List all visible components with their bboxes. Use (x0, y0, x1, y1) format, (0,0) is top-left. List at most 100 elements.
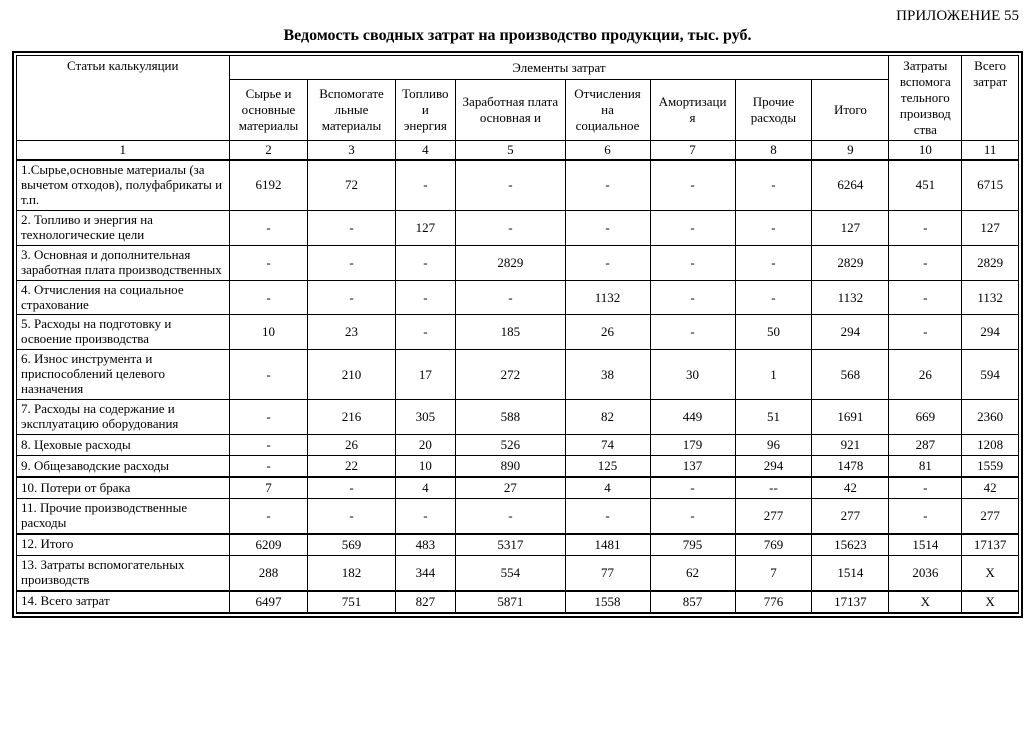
colnum-6: 6 (565, 141, 650, 161)
cell-value: - (229, 245, 308, 280)
cell-value: - (395, 315, 456, 350)
cell-value: 6264 (812, 160, 889, 210)
cell-value: 568 (812, 350, 889, 400)
cell-value: - (735, 210, 812, 245)
cell-value: 6497 (229, 591, 308, 613)
cell-value: 1132 (962, 280, 1019, 315)
cell-value: 449 (650, 400, 735, 435)
cell-value: - (889, 280, 962, 315)
header-group: Элементы затрат (229, 56, 889, 80)
cell-value: - (395, 280, 456, 315)
cell-value: - (456, 280, 565, 315)
cell-value: 1514 (812, 555, 889, 590)
row-label: 3. Основная и дополнительная заработная … (17, 245, 230, 280)
cell-value: 5871 (456, 591, 565, 613)
cell-value: 17 (395, 350, 456, 400)
cell-value: - (456, 160, 565, 210)
header-c6: Отчисления на социальное (565, 80, 650, 141)
cell-value: 1208 (962, 435, 1019, 456)
cell-value: 2036 (889, 555, 962, 590)
cell-value: 483 (395, 534, 456, 556)
cell-value: - (565, 499, 650, 534)
cell-value: 23 (308, 315, 395, 350)
row-label: 14. Всего затрат (17, 591, 230, 613)
header-c9: Итого (812, 80, 889, 141)
cell-value: 38 (565, 350, 650, 400)
cell-value: 127 (812, 210, 889, 245)
cell-value: 1132 (565, 280, 650, 315)
appendix-label: ПРИЛОЖЕНИЕ 55 (12, 8, 1019, 25)
row-label: 8. Цеховые расходы (17, 435, 230, 456)
cell-value: 74 (565, 435, 650, 456)
cell-value: 182 (308, 555, 395, 590)
cell-value: 921 (812, 435, 889, 456)
table-row: 11. Прочие производственные расходы-----… (17, 499, 1019, 534)
table-row: 7. Расходы на содержание и эксплуатацию … (17, 400, 1019, 435)
table-row: 1.Сырье,основные материалы (за вычетом о… (17, 160, 1019, 210)
cell-value: - (565, 160, 650, 210)
cell-value: 1481 (565, 534, 650, 556)
table-row: 4. Отчисления на социальное страхование-… (17, 280, 1019, 315)
cell-value: 751 (308, 591, 395, 613)
cell-value: 17137 (812, 591, 889, 613)
column-number-row: 1 2 3 4 5 6 7 8 9 10 11 (17, 141, 1019, 161)
cell-value: - (395, 499, 456, 534)
cell-value: - (650, 477, 735, 499)
table-row: 2. Топливо и энергия на технологические … (17, 210, 1019, 245)
cell-value: - (650, 315, 735, 350)
cell-value: 451 (889, 160, 962, 210)
cell-value: 27 (456, 477, 565, 499)
table-row: 12. Итого6209569483531714817957691562315… (17, 534, 1019, 556)
cell-value: 272 (456, 350, 565, 400)
table-row: 13. Затраты вспомогательных производств2… (17, 555, 1019, 590)
cell-value: 17137 (962, 534, 1019, 556)
cell-value: 50 (735, 315, 812, 350)
cell-value: Х (962, 591, 1019, 613)
table-row: 14. Всего затрат649775182758711558857776… (17, 591, 1019, 613)
cell-value: 344 (395, 555, 456, 590)
cell-value: 10 (229, 315, 308, 350)
cell-value: 15623 (812, 534, 889, 556)
table-row: 10. Потери от брака7-4274---42-42 (17, 477, 1019, 499)
cell-value: 4 (565, 477, 650, 499)
cell-value: 125 (565, 456, 650, 478)
cell-value: 857 (650, 591, 735, 613)
cell-value: - (889, 315, 962, 350)
cell-value: - (456, 210, 565, 245)
cell-value: 2829 (812, 245, 889, 280)
cell-value: 216 (308, 400, 395, 435)
cell-value: 294 (812, 315, 889, 350)
cell-value: - (565, 245, 650, 280)
colnum-2: 2 (229, 141, 308, 161)
cell-value: 6715 (962, 160, 1019, 210)
colnum-5: 5 (456, 141, 565, 161)
cell-value: 890 (456, 456, 565, 478)
row-label: 12. Итого (17, 534, 230, 556)
cell-value: 1514 (889, 534, 962, 556)
cell-value: - (229, 280, 308, 315)
cell-value: 6192 (229, 160, 308, 210)
row-label: 11. Прочие производственные расходы (17, 499, 230, 534)
cell-value: - (650, 280, 735, 315)
row-label: 9. Общезаводские расходы (17, 456, 230, 478)
cell-value: 77 (565, 555, 650, 590)
cell-value: 81 (889, 456, 962, 478)
cell-value: 554 (456, 555, 565, 590)
cell-value: 2829 (962, 245, 1019, 280)
cell-value: 30 (650, 350, 735, 400)
cell-value: - (735, 245, 812, 280)
cell-value: 7 (735, 555, 812, 590)
cell-value: 20 (395, 435, 456, 456)
cell-value: 127 (962, 210, 1019, 245)
header-c3: Вспомогате льные материалы (308, 80, 395, 141)
cell-value: - (308, 499, 395, 534)
cell-value: 6209 (229, 534, 308, 556)
colnum-7: 7 (650, 141, 735, 161)
cell-value: - (308, 245, 395, 280)
header-col1: Статьи калькуляции (17, 56, 230, 141)
cell-value: - (889, 477, 962, 499)
cell-value: 7 (229, 477, 308, 499)
cell-value: - (229, 350, 308, 400)
cell-value: 526 (456, 435, 565, 456)
cell-value: 795 (650, 534, 735, 556)
